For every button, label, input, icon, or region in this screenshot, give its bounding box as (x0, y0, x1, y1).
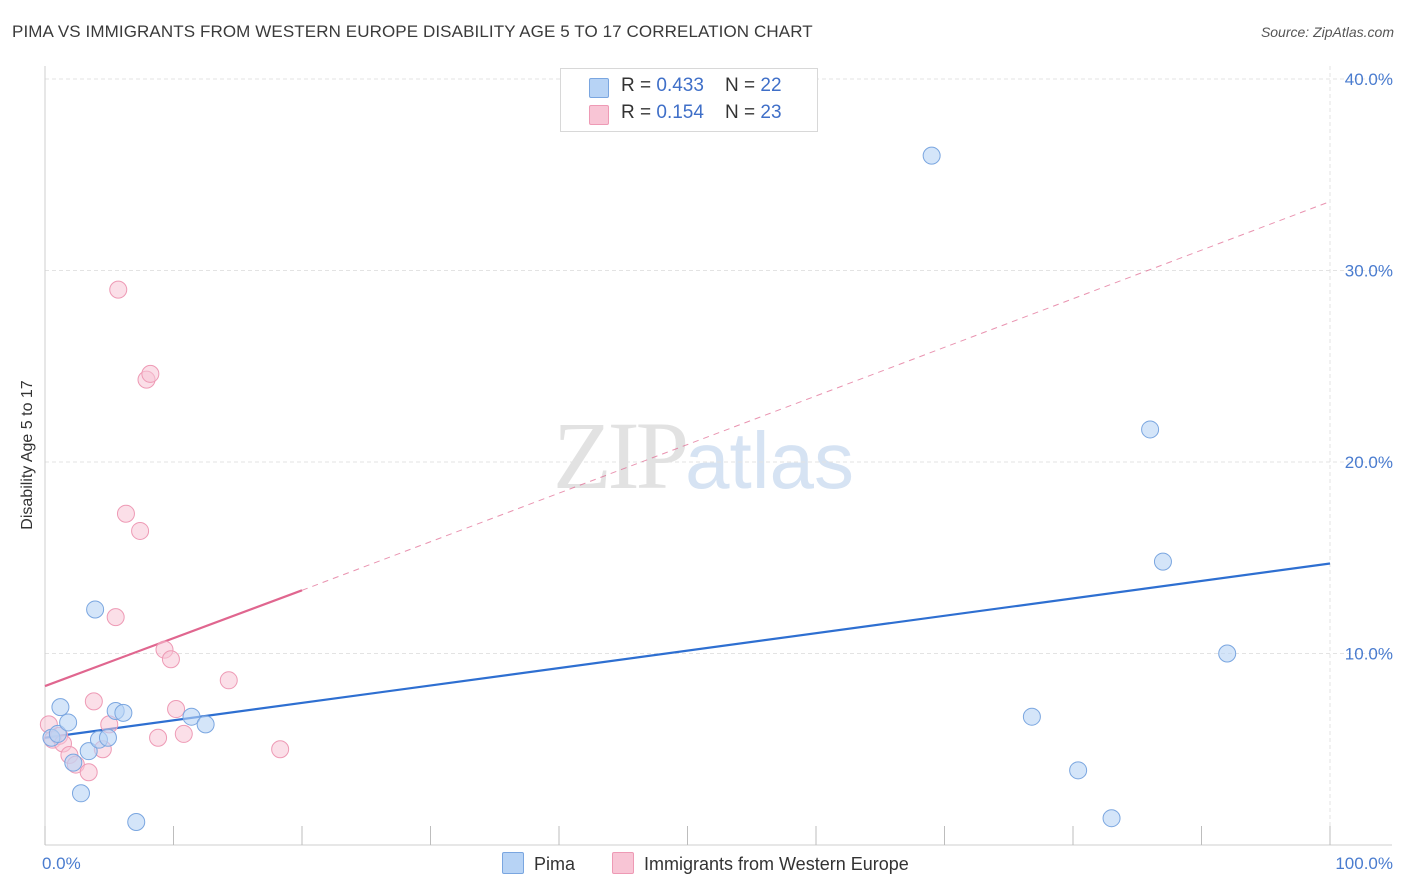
trend-line-imm (44, 589, 303, 688)
point-pima (127, 813, 146, 832)
bottom-legend-swatch-imm (612, 852, 634, 874)
point-imm (149, 728, 168, 747)
legend-n-value: 22 (760, 75, 782, 96)
source-label: Source: ZipAtlas.com (1260, 24, 1394, 40)
y-tick-label: 20.0% (1345, 453, 1393, 472)
point-pima (64, 753, 83, 772)
data-points (39, 146, 1237, 832)
legend-swatch-pima (589, 78, 609, 98)
legend-text-pima: R = 0.433 N = 22 (621, 75, 782, 97)
bottom-legend-pima: Pima (502, 852, 575, 875)
point-imm (131, 521, 150, 540)
y-tick-label: 40.0% (1345, 70, 1393, 89)
point-pima (1218, 644, 1237, 663)
point-imm (141, 364, 160, 383)
chart-title: PIMA VS IMMIGRANTS FROM WESTERN EUROPE D… (12, 22, 813, 41)
bottom-legend-swatch-pima (502, 852, 524, 874)
y-axis-label: Disability Age 5 to 17 (19, 380, 36, 530)
point-imm (161, 650, 180, 669)
point-imm (109, 280, 128, 299)
tick-labels: 10.0% 20.0% 30.0% 40.0% 0.0% 100.0% (42, 70, 1393, 873)
point-pima (48, 724, 67, 743)
point-pima (922, 146, 941, 165)
point-pima (98, 728, 117, 747)
watermark-zip: ZIP (553, 402, 689, 509)
bottom-legend-imm: Immigrants from Western Europe (612, 852, 909, 875)
point-pima (1141, 420, 1160, 439)
point-pima (182, 707, 201, 726)
grid-lines (45, 66, 1392, 845)
point-pima (59, 713, 78, 732)
point-imm (79, 763, 98, 782)
watermark: ZIPatlas (553, 400, 854, 511)
point-imm (174, 724, 193, 743)
legend-r-value: 0.433 (656, 75, 704, 96)
point-pima (1102, 809, 1121, 828)
legend-swatch-imm (589, 105, 609, 125)
point-imm (116, 504, 135, 523)
trend-line-imm-extended (301, 201, 1331, 591)
legend-text-imm: R = 0.154 N = 23 (621, 102, 782, 124)
legend-n-value: 23 (760, 102, 782, 123)
point-pima (86, 600, 105, 619)
bottom-legend-label-imm: Immigrants from Western Europe (644, 854, 909, 874)
legend: R = 0.433 N = 22 R = 0.154 N = 23 (560, 68, 818, 132)
point-pima (51, 698, 70, 717)
y-tick-label: 10.0% (1345, 645, 1393, 664)
y-tick-label: 30.0% (1345, 262, 1393, 281)
bottom-legend-label-pima: Pima (534, 854, 576, 874)
x-tick-label-min: 0.0% (42, 854, 81, 873)
trend-line-pima (44, 562, 1331, 739)
point-imm (219, 671, 238, 690)
point-pima (1022, 707, 1041, 726)
point-imm (84, 692, 103, 711)
legend-r-label: R = (621, 75, 657, 96)
axes (44, 66, 1392, 846)
point-pima (196, 715, 215, 734)
x-tick-label-max: 100.0% (1335, 854, 1393, 873)
point-pima (71, 784, 90, 803)
trend-lines (44, 201, 1331, 739)
legend-n-label: N = (725, 102, 761, 123)
point-pima (1153, 552, 1172, 571)
legend-r-value: 0.154 (656, 102, 704, 123)
point-imm (167, 700, 186, 719)
legend-r-label: R = (621, 102, 657, 123)
point-imm (106, 608, 125, 627)
watermark-atlas: atlas (685, 416, 854, 505)
legend-n-label: N = (725, 75, 761, 96)
point-pima (79, 742, 98, 761)
point-pima (114, 703, 133, 722)
point-pima (1069, 761, 1088, 780)
point-imm (271, 740, 290, 759)
